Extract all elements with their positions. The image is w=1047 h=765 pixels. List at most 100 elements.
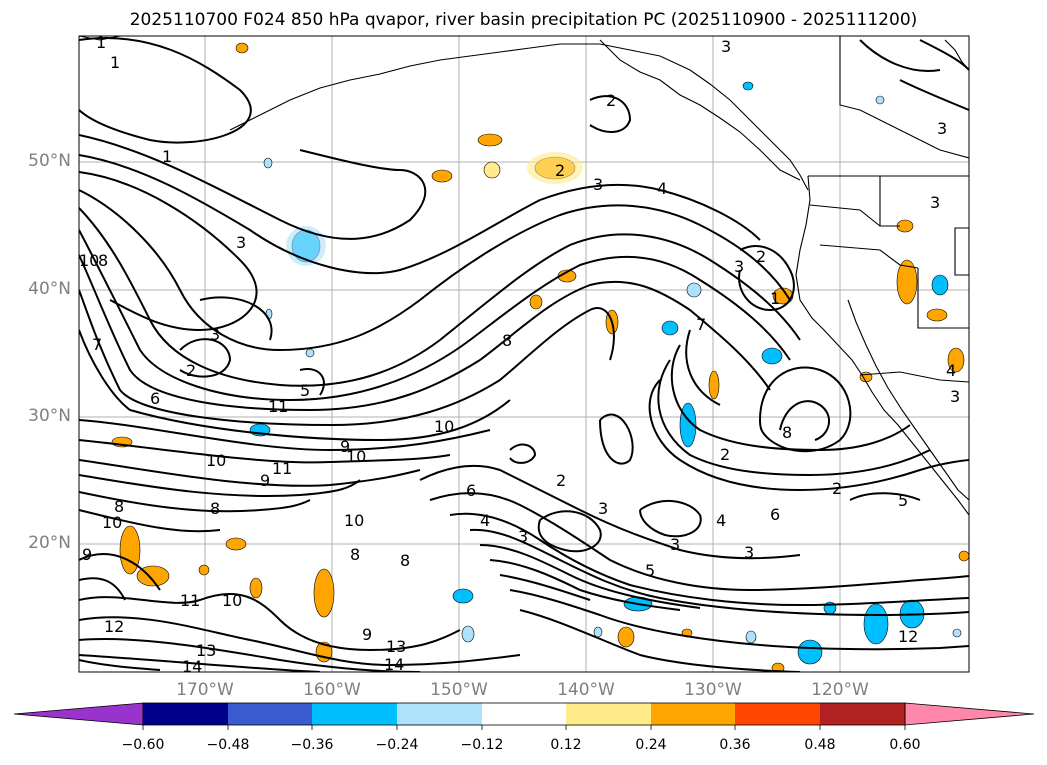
contour-label: 2 bbox=[756, 247, 766, 266]
colorbar-tick-label: 0.12 bbox=[550, 737, 582, 753]
contour-label: 8 bbox=[350, 545, 360, 564]
lon-label-160w: 160°W bbox=[303, 680, 361, 700]
contour-label: 7 bbox=[92, 335, 102, 354]
lat-label-50n: 50°N bbox=[28, 151, 71, 171]
contour-label: 4 bbox=[716, 511, 726, 530]
colorbar-tick-label: 0.36 bbox=[719, 737, 751, 753]
contour-label: 10 bbox=[222, 591, 242, 610]
contour-label: 12 bbox=[104, 617, 124, 636]
contour-label: 3 bbox=[593, 175, 603, 194]
contour-label: 9 bbox=[340, 437, 350, 456]
colorbar-tick-label: −0.12 bbox=[460, 737, 504, 753]
colorbar-segment bbox=[820, 703, 905, 725]
contour-label: 2 bbox=[832, 479, 842, 498]
contour-label: 1 bbox=[96, 33, 106, 52]
contour-label: 10 bbox=[434, 417, 454, 436]
contour-label: 3 bbox=[518, 527, 528, 546]
contour-label: 1 bbox=[162, 147, 172, 166]
colorbar-segment bbox=[651, 703, 735, 725]
contour-label: 2 bbox=[606, 91, 616, 110]
qvapor-contours bbox=[79, 37, 969, 672]
colorbar-segment bbox=[228, 703, 312, 725]
contour-label: 10 bbox=[102, 513, 122, 532]
contour-label: 8 bbox=[98, 251, 108, 270]
gridlines bbox=[79, 36, 969, 672]
colorbar bbox=[13, 702, 1035, 730]
contour-label: 9 bbox=[82, 545, 92, 564]
lon-label-120w: 120°W bbox=[811, 680, 869, 700]
contour-label: 11 bbox=[180, 591, 200, 610]
contour-label: 2 bbox=[556, 471, 566, 490]
colorbar-segment bbox=[566, 703, 651, 725]
colorbar-extend-high bbox=[904, 702, 1035, 726]
contour-label: 8 bbox=[782, 423, 792, 442]
contour-label: 4 bbox=[946, 361, 956, 380]
colorbar-tick-label: −0.60 bbox=[121, 737, 165, 753]
contour-label: 2 bbox=[720, 445, 730, 464]
lon-label-140w: 140°W bbox=[557, 680, 615, 700]
contour-label: 6 bbox=[466, 481, 476, 500]
map-frame bbox=[78, 35, 970, 673]
colorbar-segment bbox=[397, 703, 482, 725]
contour-label: 14 bbox=[384, 655, 404, 674]
contour-label: 11 bbox=[272, 459, 292, 478]
contour-label: 3 bbox=[598, 499, 608, 518]
contour-label: 3 bbox=[670, 535, 680, 554]
contour-label: 5 bbox=[300, 381, 310, 400]
contour-label: 3 bbox=[744, 543, 754, 562]
contour-label: 3 bbox=[950, 387, 960, 406]
lon-label-130w: 130°W bbox=[684, 680, 742, 700]
contour-label: 9 bbox=[260, 471, 270, 490]
colorbar-ticks bbox=[142, 725, 906, 730]
contour-label: 13 bbox=[386, 637, 406, 656]
contour-label: 3 bbox=[210, 325, 220, 344]
colorbar-segment bbox=[312, 703, 397, 725]
contour-label: 3 bbox=[721, 37, 731, 56]
colorbar-segment bbox=[482, 703, 566, 725]
contour-label: 5 bbox=[898, 491, 908, 510]
contour-label: 5 bbox=[645, 561, 655, 580]
lat-label-20n: 20°N bbox=[28, 533, 71, 553]
contour-label: 8 bbox=[210, 499, 220, 518]
positive-precip-patches bbox=[111, 42, 969, 672]
contour-label: 1 bbox=[110, 53, 120, 72]
contour-label: 4 bbox=[480, 511, 490, 530]
colorbar-frame bbox=[142, 702, 906, 726]
colorbar-tick-label: 0.60 bbox=[889, 737, 921, 753]
colorbar-tick-label: −0.48 bbox=[206, 737, 250, 753]
figure-title: 2025110700 F024 850 hPa qvapor, river ba… bbox=[129, 10, 918, 30]
contour-label: 9 bbox=[362, 625, 372, 644]
colorbar-segment bbox=[143, 703, 228, 725]
contour-label: 6 bbox=[770, 505, 780, 524]
contour-label: 2 bbox=[186, 361, 196, 380]
colorbar-tick-label: 0.24 bbox=[635, 737, 667, 753]
contour-labels: 1 1 1 3 2 3 4 3 3 2 2 3 3 3 8 8 10 10 9 … bbox=[79, 33, 960, 676]
lon-label-170w: 170°W bbox=[176, 680, 234, 700]
contour-label: 12 bbox=[898, 627, 918, 646]
colorbar-tick-label: −0.36 bbox=[290, 737, 334, 753]
lat-label-40n: 40°N bbox=[28, 279, 71, 299]
map-content: 1 1 1 3 2 3 4 3 3 2 2 3 3 3 8 8 10 10 9 … bbox=[79, 33, 969, 676]
contour-label: 13 bbox=[196, 641, 216, 660]
contour-label: 10 bbox=[346, 447, 366, 466]
contour-label: 3 bbox=[937, 119, 947, 138]
contour-label: 10 bbox=[344, 511, 364, 530]
contour-label: 11 bbox=[268, 397, 288, 416]
contour-label: 2 bbox=[555, 161, 565, 180]
contour-label: 3 bbox=[930, 193, 940, 212]
contour-label: 8 bbox=[114, 497, 124, 516]
colorbar-tick-label: −0.24 bbox=[375, 737, 419, 753]
contour-label: 3 bbox=[236, 233, 246, 252]
contour-label: 4 bbox=[657, 179, 667, 198]
contour-label: 3 bbox=[734, 257, 744, 276]
lon-label-150w: 150°W bbox=[430, 680, 488, 700]
contour-label: 7 bbox=[696, 315, 706, 334]
colorbar-segment bbox=[735, 703, 820, 725]
contour-label: 6 bbox=[150, 389, 160, 408]
contour-label: 1 bbox=[770, 289, 780, 308]
contour-label: 8 bbox=[400, 551, 410, 570]
contour-label: 14 bbox=[182, 657, 202, 676]
colorbar-tick-label: 0.48 bbox=[804, 737, 836, 753]
colorbar-extend-low bbox=[13, 702, 144, 726]
